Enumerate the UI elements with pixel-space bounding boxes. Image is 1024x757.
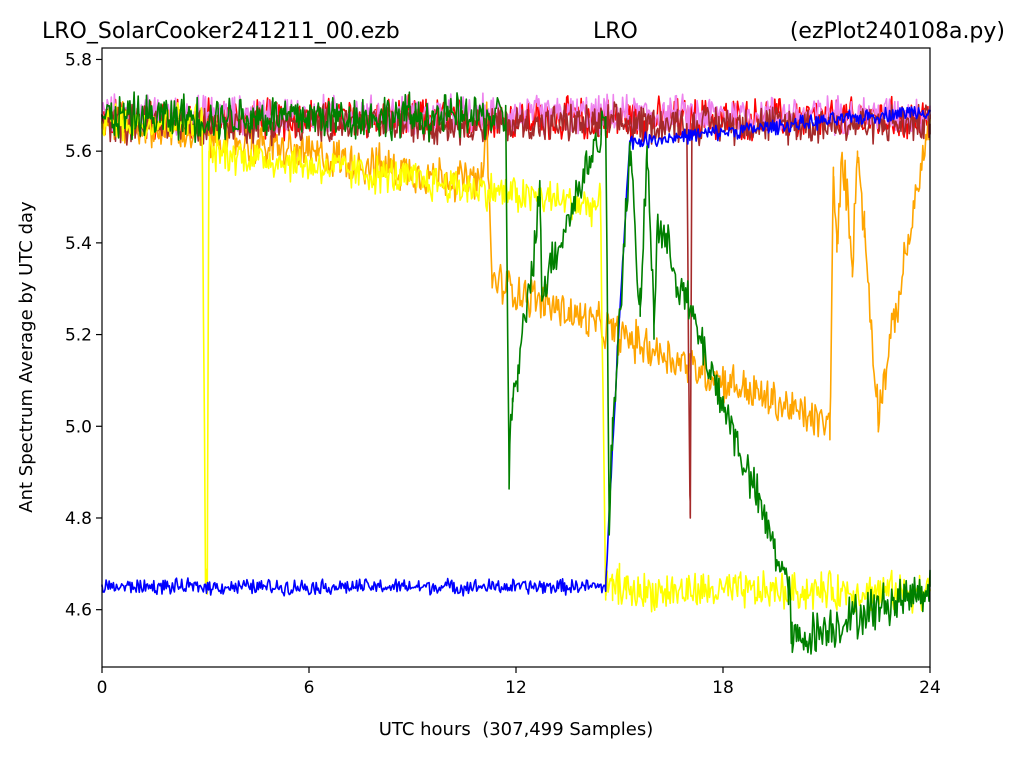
- x-tick-label: 0: [97, 678, 108, 698]
- y-tick-label: 5.6: [65, 142, 92, 162]
- y-axis-ticks: 4.6 4.8 5.0 5.2 5.4 5.6 5.8: [65, 50, 102, 621]
- plot-area: [101, 47, 931, 668]
- y-tick-label: 5.0: [65, 417, 92, 437]
- title-site: LRO: [593, 19, 638, 44]
- series-line-2: [101, 101, 931, 441]
- series-layer: [101, 91, 931, 655]
- x-tick-label: 18: [712, 678, 734, 698]
- y-tick-label: 5.8: [65, 50, 92, 70]
- y-axis-label: Ant Spectrum Average by UTC day: [16, 201, 37, 513]
- y-tick-label: 5.2: [65, 326, 92, 346]
- x-tick-label: 6: [304, 678, 315, 698]
- plot-background: [102, 48, 930, 667]
- y-tick-label: 5.4: [65, 234, 92, 254]
- y-tick-label: 4.6: [65, 601, 92, 621]
- title-file-name: LRO_SolarCooker241211_00.ezb: [42, 19, 400, 44]
- title-program: (ezPlot240108a.py): [790, 19, 1005, 44]
- x-tick-label: 24: [919, 678, 941, 698]
- x-axis-label: UTC hours (307,499 Samples): [379, 719, 654, 740]
- series-line-6: [101, 91, 931, 655]
- series-line-5: [101, 106, 931, 597]
- y-tick-label: 4.8: [65, 509, 92, 529]
- x-tick-label: 12: [505, 678, 527, 698]
- x-axis-ticks: 0 6 12 18 24: [97, 667, 941, 698]
